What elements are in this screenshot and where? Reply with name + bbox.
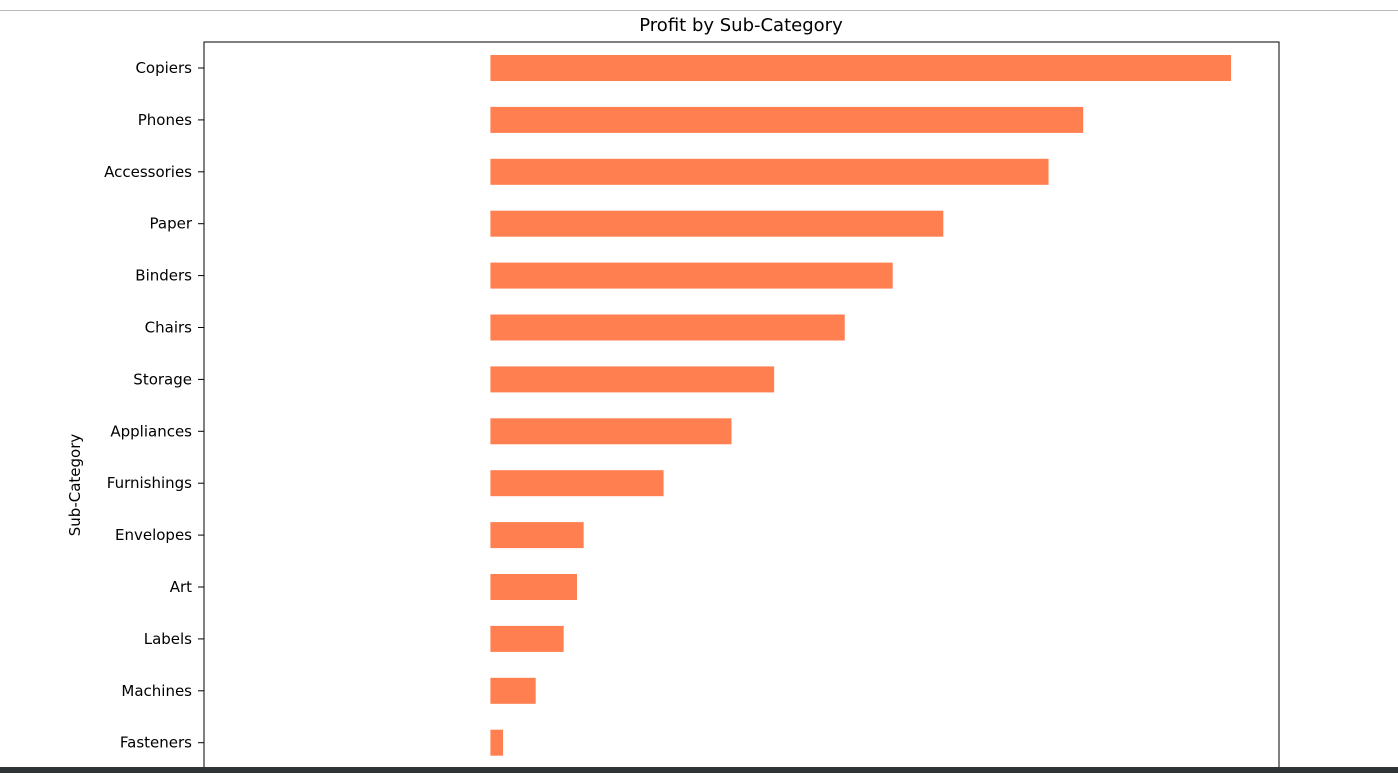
y-tick-label-fasteners: Fasteners (120, 734, 192, 752)
bar-appliances (490, 418, 732, 445)
y-tick-label-binders: Binders (135, 267, 192, 285)
plot-frame (203, 41, 1280, 777)
bar-labels (490, 625, 564, 652)
bar-phones (490, 106, 1084, 133)
y-tick-label-chairs: Chairs (145, 319, 193, 337)
y-tick-label-paper: Paper (150, 215, 193, 233)
bar-paper (490, 210, 944, 237)
chart-title: Profit by Sub-Category (639, 15, 843, 36)
y-tick-label-art: Art (170, 578, 192, 596)
y-tick-label-appliances: Appliances (110, 422, 192, 440)
bar-storage (490, 366, 775, 393)
bar-accessories (490, 158, 1049, 185)
bar-copiers (490, 55, 1232, 81)
bottom-panel-edge (0, 767, 1398, 773)
y-tick-label-labels: Labels (144, 630, 192, 648)
bar-art (490, 574, 577, 600)
bar-binders (490, 262, 893, 289)
y-tick-label-storage: Storage (133, 370, 192, 388)
y-tick-label-machines: Machines (121, 682, 192, 700)
bar-furnishings (490, 470, 664, 497)
y-axis-label: Sub-Category (66, 434, 84, 537)
y-ticks-layer: Copiers Phones Accessories Paper Binders Chai… (104, 59, 204, 752)
bar-chairs (490, 314, 845, 341)
y-tick-label-envelopes: Envelopes (115, 526, 192, 544)
window-top-edge (0, 0, 1398, 11)
bars-layer (490, 55, 1232, 756)
y-tick-label-furnishings: Furnishings (107, 474, 192, 492)
y-tick-label-phones: Phones (138, 111, 192, 129)
bar-machines (490, 677, 536, 704)
bar-fasteners (490, 729, 504, 756)
y-tick-label-copiers: Copiers (135, 59, 192, 77)
bar-envelopes (490, 522, 584, 549)
y-tick-label-accessories: Accessories (104, 163, 192, 181)
